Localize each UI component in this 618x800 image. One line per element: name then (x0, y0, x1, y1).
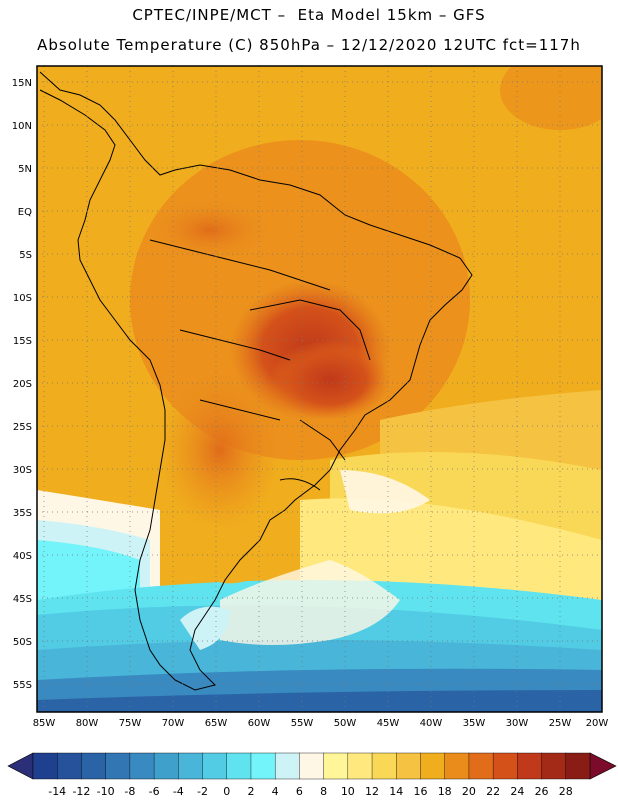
colorbar-tick-label: 0 (223, 785, 230, 798)
lon-label: 30W (506, 718, 529, 729)
colorbar-tick-label: 18 (438, 785, 452, 798)
lon-label: 50W (334, 718, 357, 729)
colorbar-swatch (250, 752, 276, 780)
colorbar-tick-label: -12 (72, 785, 90, 798)
colorbar-tick-label: 20 (462, 785, 476, 798)
colorbar-tick-label: 2 (247, 785, 254, 798)
colorbar-swatch (420, 752, 446, 780)
lon-label: 20W (586, 718, 609, 729)
colorbar-tick-label: 16 (413, 785, 427, 798)
colorbar-swatch (444, 752, 470, 780)
colorbar-swatch (178, 752, 204, 780)
map-title: CPTEC/INPE/MCT – Eta Model 15km – GFS (132, 6, 486, 24)
colorbar-swatch (57, 752, 83, 780)
colorbar-under-arrow (7, 752, 34, 780)
colorbar-swatch (129, 752, 155, 780)
lat-label: EQ (18, 207, 32, 218)
colorbar-tick-label: 4 (272, 785, 279, 798)
lon-label: 35W (463, 718, 486, 729)
lat-label: 40S (13, 551, 32, 562)
colorbar-swatch (105, 752, 131, 780)
colorbar-tick-label: -2 (197, 785, 208, 798)
colorbar-swatch (565, 752, 591, 780)
colorbar-swatch (323, 752, 349, 780)
colorbar-tick-label: -4 (173, 785, 184, 798)
colorbar-tick-label: 22 (486, 785, 500, 798)
colorbar-swatch (541, 752, 567, 780)
colorbar-swatch (517, 752, 543, 780)
coastlines (39, 71, 473, 691)
lon-label: 65W (205, 718, 228, 729)
colorbar-swatch (492, 752, 518, 780)
lat-label: 35S (13, 508, 32, 519)
map-frame (36, 65, 603, 713)
colorbar-tick-label: 10 (341, 785, 355, 798)
lat-label: 45S (13, 594, 32, 605)
lat-label: 55S (13, 680, 32, 691)
longitude-labels: 85W 80W 75W 70W 65W 60W 55W 50W 45W 40W … (33, 718, 609, 729)
lon-label: 75W (119, 718, 142, 729)
colorbar: -14 -12 -10 -8 -6 -4 -2 0 2 4 6 8 10 12 14 16 18 20 22 24 26… (7, 752, 617, 798)
lat-label: 50S (13, 637, 32, 648)
lat-label: 5N (18, 164, 32, 175)
colorbar-swatch (226, 752, 252, 780)
lat-label: 30S (13, 465, 32, 476)
lon-label: 45W (377, 718, 400, 729)
colorbar-tick-label: 12 (365, 785, 379, 798)
lat-label: 10S (13, 293, 32, 304)
colorbar-swatch (468, 752, 494, 780)
colorbar-tick-label: -6 (149, 785, 160, 798)
colorbar-tick-label: 8 (320, 785, 327, 798)
colorbar-tick-label: 24 (510, 785, 524, 798)
colorbar-tick-label: -14 (48, 785, 66, 798)
lon-label: 40W (420, 718, 443, 729)
lon-label: 70W (162, 718, 185, 729)
temperature-field (37, 66, 602, 712)
lat-label: 15S (13, 336, 32, 347)
colorbar-swatch (396, 752, 422, 780)
lon-label: 80W (76, 718, 99, 729)
map-subtitle: Absolute Temperature (C) 850hPa – 12/12/… (37, 36, 581, 54)
colorbar-swatch (274, 752, 300, 780)
colorbar-swatch (32, 752, 58, 780)
lon-label: 60W (248, 718, 271, 729)
colorbar-tick-label: 28 (559, 785, 573, 798)
lon-label: 55W (291, 718, 314, 729)
colorbar-tick-label: 14 (389, 785, 403, 798)
colorbar-swatch (202, 752, 228, 780)
latitude-labels: 15N 10N 5N EQ 5S 10S 15S 20S 25S 30S 35S… (12, 78, 32, 691)
colorbar-swatch (371, 752, 397, 780)
colorbar-swatch (299, 752, 325, 780)
colorbar-over-arrow (589, 752, 617, 780)
grid-lines (37, 66, 602, 712)
lat-label: 5S (19, 250, 32, 261)
lon-label: 25W (549, 718, 572, 729)
colorbar-tick-label: -10 (97, 785, 115, 798)
lat-label: 25S (13, 422, 32, 433)
colorbar-swatch (81, 752, 107, 780)
colorbar-swatch (153, 752, 179, 780)
lat-label: 15N (12, 78, 32, 89)
lat-label: 10N (12, 121, 32, 132)
lon-label: 85W (33, 718, 56, 729)
colorbar-tick-label: -8 (124, 785, 135, 798)
lat-label: 20S (13, 379, 32, 390)
colorbar-tick-label: 6 (296, 785, 303, 798)
colorbar-swatch (347, 752, 373, 780)
colorbar-tick-label: 26 (535, 785, 549, 798)
